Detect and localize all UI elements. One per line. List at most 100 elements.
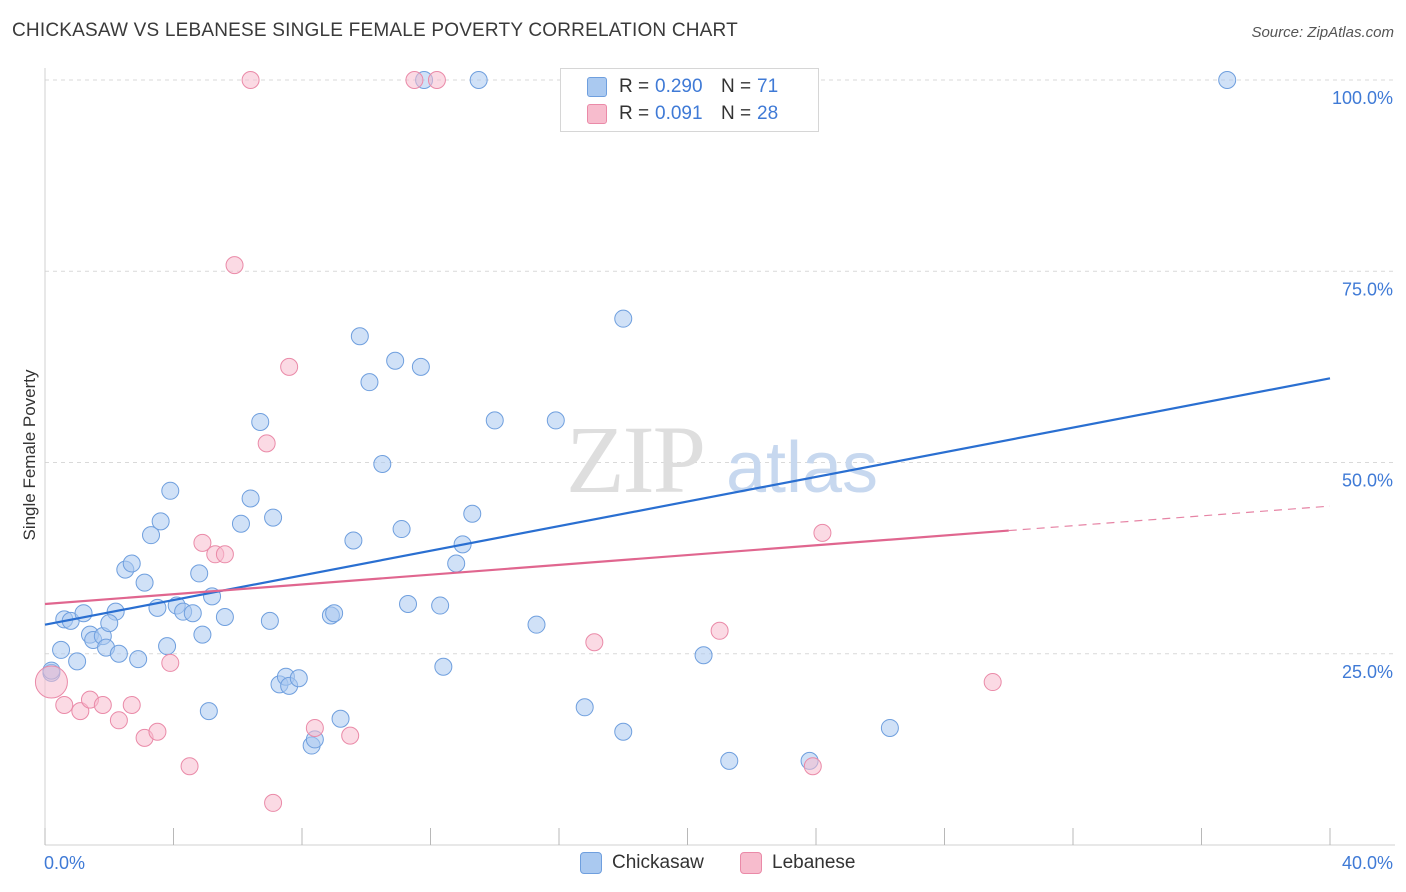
chickasaw-point [373, 455, 392, 474]
chickasaw-point [614, 722, 633, 741]
legend-n-value: 71 [757, 76, 779, 97]
lebanese-point [180, 757, 199, 776]
legend-n-value: 28 [757, 103, 779, 124]
chickasaw-point [241, 489, 260, 508]
chickasaw-point [251, 412, 270, 431]
chickasaw-point [183, 604, 202, 623]
chickasaw-point [289, 669, 308, 688]
chickasaw-point [527, 615, 546, 634]
legend-row-chickasaw: R = 0.290 N = 71 [587, 75, 778, 99]
chickasaw-point [463, 504, 482, 523]
lebanese-points [34, 71, 1002, 812]
bottom-legend-chickasaw: Chickasaw [580, 852, 704, 874]
lebanese-trend-extension [1008, 505, 1331, 532]
lebanese-point [710, 621, 729, 640]
grid-lines [45, 79, 1395, 655]
bottom-legend-lebanese: Lebanese [740, 852, 855, 874]
lebanese-point [341, 726, 360, 745]
chickasaw-point [135, 573, 154, 592]
chart-title: CHICKASAW VS LEBANESE SINGLE FEMALE POVE… [12, 20, 738, 41]
lebanese-point [109, 711, 128, 730]
chickasaw-point [360, 373, 379, 392]
chickasaw-point [325, 604, 344, 623]
lebanese-point [161, 653, 180, 672]
tick-labels: 25.0% 50.0% 75.0% 100.0% 0.0% 40.0% [44, 88, 1393, 873]
chickasaw-point [129, 650, 148, 669]
chickasaw-point [720, 751, 739, 770]
lebanese-swatch [587, 104, 607, 124]
legend-n-label: N = [721, 76, 752, 97]
chickasaw-point [52, 640, 71, 659]
bottom-legend: Chickasaw Lebanese [0, 852, 1406, 878]
chickasaw-point [399, 595, 418, 614]
chickasaw-point [231, 514, 250, 533]
chickasaw-point [68, 652, 87, 671]
lebanese-point [241, 71, 260, 89]
lebanese-point [427, 71, 446, 89]
lebanese-point [280, 357, 299, 376]
chickasaw-point [1218, 71, 1237, 89]
legend-r-label: R = [619, 103, 650, 124]
chickasaw-point [331, 709, 350, 728]
chickasaw-point [447, 554, 466, 573]
lebanese-point [93, 696, 112, 715]
lebanese-trend-line [44, 529, 1009, 606]
trend-lines [44, 377, 1331, 626]
lebanese-point [983, 673, 1002, 692]
lebanese-point [225, 256, 244, 275]
lebanese-point [405, 71, 424, 89]
chickasaw-point [264, 508, 283, 527]
legend-row-lebanese: R = 0.091 N = 28 [587, 102, 778, 126]
chickasaw-point [546, 411, 565, 430]
chickasaw-point [431, 596, 450, 615]
chickasaw-point [469, 71, 488, 89]
chickasaw-point [109, 644, 128, 663]
y-tick-label: 75.0% [1342, 279, 1393, 299]
chickasaw-point [260, 611, 279, 630]
source-label: Source: ZipAtlas.com [1251, 24, 1394, 41]
lebanese-point [193, 533, 212, 552]
legend: R = 0.290 N = 71 R = 0.091 N = 28 [560, 68, 819, 132]
lebanese-point [257, 434, 276, 453]
chickasaw-point [190, 564, 209, 583]
chickasaw-point [434, 657, 453, 676]
chickasaw-point [880, 718, 899, 737]
x-tick-label: 0.0% [44, 853, 85, 873]
chickasaw-point [158, 637, 177, 656]
chickasaw-point [151, 512, 170, 531]
y-tick-label: 100.0% [1332, 88, 1393, 108]
chickasaw-swatch [580, 852, 602, 874]
chickasaw-point [100, 614, 119, 633]
chickasaw-point [193, 625, 212, 644]
chickasaw-point [344, 531, 363, 550]
bottom-legend-label: Lebanese [772, 852, 856, 873]
y-tick-label: 25.0% [1342, 662, 1393, 682]
chickasaw-point [215, 608, 234, 627]
chickasaw-point [411, 357, 430, 376]
chickasaw-point [485, 411, 504, 430]
x-tick-label: 40.0% [1342, 853, 1393, 873]
chickasaw-point [694, 646, 713, 665]
lebanese-point [34, 665, 68, 699]
watermark: ZIP atlas [566, 406, 878, 513]
lebanese-point [813, 523, 832, 542]
watermark-zip: ZIP [566, 406, 704, 513]
lebanese-point [148, 722, 167, 741]
bottom-legend-label: Chickasaw [612, 852, 704, 873]
lebanese-point [305, 718, 324, 737]
chickasaw-point [392, 520, 411, 539]
chickasaw-point [142, 526, 161, 545]
chickasaw-point [122, 554, 141, 573]
chickasaw-point [199, 702, 218, 721]
legend-n-label: N = [721, 103, 752, 124]
chickasaw-point [386, 351, 405, 370]
chickasaw-swatch [587, 77, 607, 97]
lebanese-point [585, 633, 604, 652]
chickasaw-point [350, 327, 369, 346]
chickasaw-point [161, 481, 180, 500]
legend-r-value: 0.290 [655, 76, 703, 97]
lebanese-point [71, 702, 90, 721]
y-tick-label: 50.0% [1342, 471, 1393, 491]
lebanese-point [264, 793, 283, 812]
